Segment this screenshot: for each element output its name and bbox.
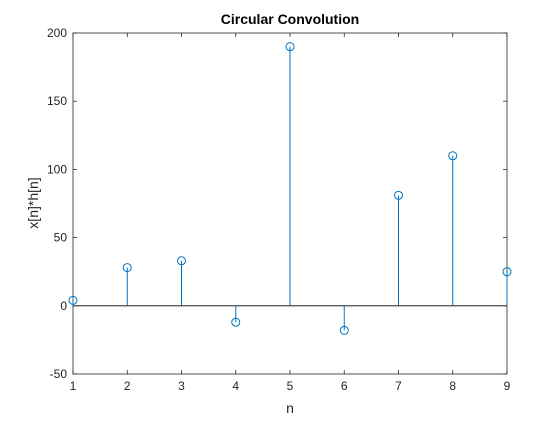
- x-tick-label: 7: [395, 379, 402, 393]
- stem-marker: [339, 325, 349, 335]
- x-tick-label: 5: [287, 379, 294, 393]
- y-tick-label: 0: [60, 299, 67, 313]
- stem-marker: [68, 295, 78, 305]
- plot-area: 1 2 3 4 5 6 7 8 9 -50 0 50 100 150 200: [47, 26, 512, 393]
- y-tick-label: 200: [47, 26, 67, 40]
- stem-marker: [177, 256, 186, 266]
- x-tick-label: 2: [124, 379, 131, 393]
- x-tick-label: 4: [232, 379, 239, 393]
- y-tick-label: 50: [54, 231, 68, 245]
- x-tick-label: 9: [504, 379, 511, 393]
- y-axis-label: x[n]*h[n]: [25, 177, 41, 228]
- stem-marker: [122, 263, 132, 273]
- x-tick-label: 8: [449, 379, 456, 393]
- stem-marker: [231, 317, 241, 327]
- stem-marker: [394, 190, 403, 200]
- chart-title: Circular Convolution: [221, 11, 359, 27]
- x-tick-label: 3: [178, 379, 185, 393]
- y-tick-label: -50: [50, 367, 68, 381]
- stem-marker: [502, 267, 512, 277]
- stem-marker: [285, 42, 295, 52]
- x-axis-label: n: [286, 400, 294, 416]
- stem-marker: [448, 151, 458, 161]
- y-tick-label: 150: [47, 94, 67, 108]
- x-tick-label: 1: [70, 379, 77, 393]
- x-tick-label: 6: [341, 379, 348, 393]
- y-tick-label: 100: [47, 162, 67, 176]
